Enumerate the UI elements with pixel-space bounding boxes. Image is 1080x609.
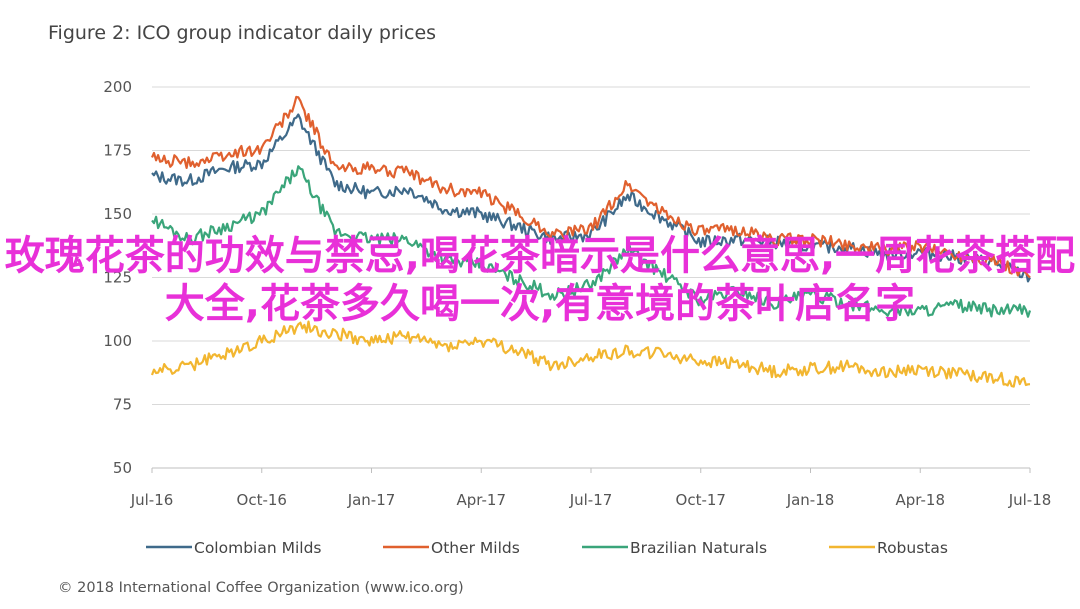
series-line-colombian-milds xyxy=(151,113,1031,283)
legend-label: Other Milds xyxy=(431,539,520,557)
series-line-other-milds xyxy=(150,95,1031,279)
series-line-brazilian-naturals xyxy=(151,165,1032,318)
y-tick-label: 150 xyxy=(103,205,132,223)
overlay-caption: 玫瑰花茶的功效与禁忌,喝花茶暗示是什么意思,一周花茶搭配大全,花茶多久喝一次,有… xyxy=(0,232,1080,328)
y-tick-label: 100 xyxy=(103,332,132,350)
chart-title: Figure 2: ICO group indicator daily pric… xyxy=(48,22,437,44)
copyright-note: © 2018 International Coffee Organization… xyxy=(58,580,464,596)
x-tick-label: Jul-18 xyxy=(1008,491,1052,509)
y-tick-label: 75 xyxy=(113,396,132,414)
legend-label: Brazilian Naturals xyxy=(630,539,767,557)
overlay-caption-text: 玫瑰花茶的功效与禁忌,喝花茶暗示是什么意思,一周花茶搭配大全,花茶多久喝一次,有… xyxy=(4,233,1076,327)
legend-label: Robustas xyxy=(877,539,948,557)
x-tick-label: Jul-17 xyxy=(569,491,613,509)
x-tick-label: Jan-17 xyxy=(347,491,396,509)
x-tick-label: Apr-17 xyxy=(457,491,507,509)
series-layer xyxy=(150,95,1032,388)
x-tick-label: Oct-16 xyxy=(237,491,287,509)
x-tick-label: Jan-18 xyxy=(786,491,835,509)
y-tick-label: 200 xyxy=(103,78,132,96)
series-line-robustas xyxy=(150,320,1031,388)
x-tick-label: Jul-16 xyxy=(130,491,174,509)
axis-layer: 50 75 100 125 150 175 200 Jul-16 Oct-16 Jan-17 Apr… xyxy=(103,78,1051,509)
y-tick-label: 50 xyxy=(113,459,132,477)
x-tick-label: Apr-18 xyxy=(896,491,946,509)
legend-label: Colombian Milds xyxy=(194,539,322,557)
y-tick-label: 125 xyxy=(103,269,132,287)
legend: Colombian Milds Other Milds Brazilian Natu… xyxy=(146,539,948,557)
y-tick-label: 175 xyxy=(103,142,132,160)
x-tick-label: Oct-17 xyxy=(676,491,726,509)
